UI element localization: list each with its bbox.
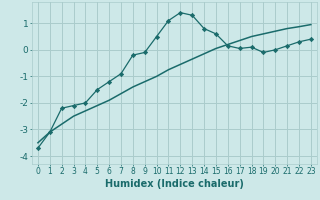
X-axis label: Humidex (Indice chaleur): Humidex (Indice chaleur): [105, 179, 244, 189]
